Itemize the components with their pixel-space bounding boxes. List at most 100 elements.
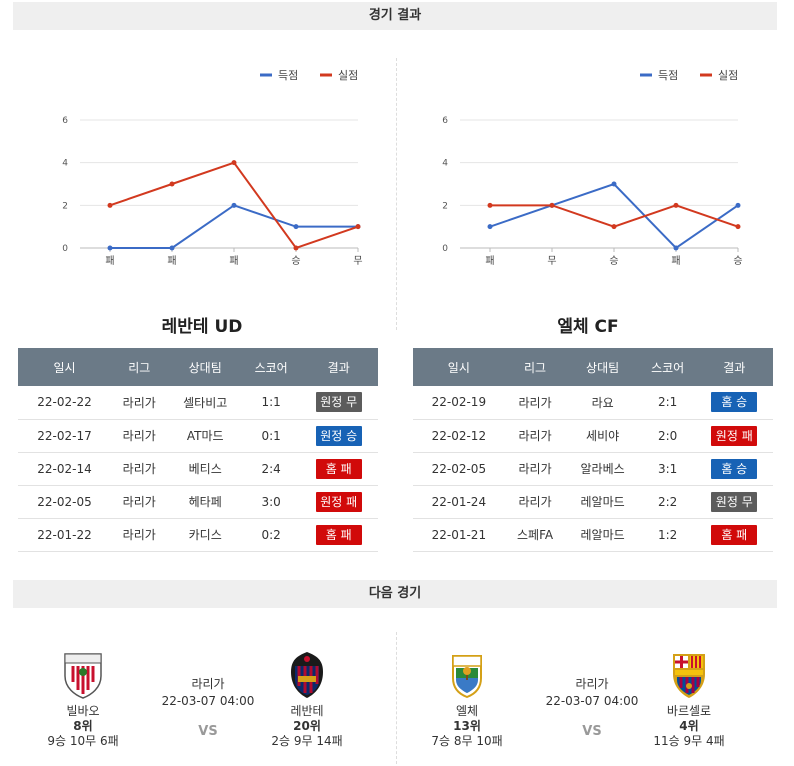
cell-date: 22-02-05 [18, 485, 111, 519]
cell-league: 라리가 [110, 386, 168, 420]
team-name: 바르셀로 [666, 704, 712, 718]
legend-label: 득점 [658, 69, 678, 82]
y-tick-label: 6 [442, 116, 448, 126]
cell-league: 라리가 [504, 386, 566, 420]
data-point [611, 224, 617, 230]
cell-date: 22-02-14 [18, 452, 111, 486]
vs-label: VS [198, 724, 218, 739]
x-tick-label: 무 [547, 256, 556, 267]
data-point [735, 202, 741, 208]
x-tick-label: 무 [353, 256, 362, 267]
table-row: 22-01-24 라리가 레알마드 2:2 원정 무 [413, 485, 773, 519]
team-record: 11승 9무 4패 [653, 734, 725, 748]
col-date: 일시 [413, 348, 505, 386]
x-tick-label: 패 [671, 255, 680, 267]
result-badge: 홈 패 [315, 524, 362, 545]
next-section-title: 다음 경기 [368, 586, 422, 601]
data-point [355, 224, 361, 230]
cell-opponent: 세비야 [565, 419, 640, 453]
x-tick-label: 패 [229, 255, 238, 267]
results-section-header: 경기 결과 [13, 2, 777, 30]
team-rank: 8위 [73, 719, 93, 733]
away-team[interactable]: 레반테 20위 2승 9무 14패 [267, 650, 347, 748]
series-line-conceded [490, 204, 739, 228]
result-badge: 원정 무 [315, 392, 362, 413]
col-opponent: 상대팀 [167, 348, 243, 386]
table-row: 22-02-12 라리가 세비야 2:0 원정 패 [413, 419, 773, 453]
x-tick-label: 패 [105, 255, 114, 267]
barcelona-crest-icon [667, 650, 711, 700]
home-team[interactable]: 빌바오 8위 9승 10무 6패 [43, 650, 123, 748]
team-rank: 13위 [453, 719, 481, 733]
col-result: 결과 [695, 348, 773, 386]
away-team[interactable]: 바르셀로 4위 11승 9무 4패 [649, 650, 729, 748]
match-info: 라리가 22-03-07 04:00 [537, 676, 647, 710]
cell-result: 원정 패 [695, 419, 773, 453]
next-section-header: 다음 경기 [13, 580, 777, 608]
col-date: 일시 [18, 348, 111, 386]
table-row: 22-02-05 라리가 알라베스 3:1 홈 승 [413, 452, 773, 486]
team-record: 7승 8무 10패 [431, 734, 503, 748]
cell-date: 22-02-19 [413, 386, 505, 420]
y-tick-label: 6 [62, 116, 68, 126]
legend-label: 실점 [338, 69, 358, 82]
data-point [611, 181, 617, 187]
chart-levante-svg: 득점 실점 0 2 4 6 패 패 패 승 무 [62, 69, 362, 267]
data-point [549, 202, 555, 208]
athletic-club-crest-icon [61, 650, 105, 700]
vs-label: VS [582, 724, 602, 739]
cell-league: 라리가 [110, 419, 168, 453]
cell-score: 0:1 [242, 419, 300, 453]
cell-opponent: 레알마드 [565, 485, 640, 519]
cell-league: 라리가 [110, 485, 168, 519]
team-title-elche: 엘체 CF [557, 317, 619, 337]
x-tick-label: 패 [485, 255, 494, 267]
chart-elche: 득점 실점 0 2 4 6 패 무 승 패 승 [420, 60, 780, 280]
series-line-scored [489, 182, 739, 250]
data-point [169, 245, 175, 251]
cell-score: 2:1 [639, 386, 696, 420]
cell-date: 22-02-17 [18, 419, 111, 453]
cell-result: 원정 무 [299, 386, 378, 420]
cell-score: 2:0 [639, 419, 696, 453]
chart-elche-svg: 득점 실점 0 2 4 6 패 무 승 패 승 [442, 69, 742, 267]
cell-league: 라리가 [504, 419, 566, 453]
col-score: 스코어 [639, 348, 696, 386]
data-point [293, 224, 299, 230]
cell-score: 0:2 [242, 518, 300, 552]
table-row: 22-02-14 라리가 베티스 2:4 홈 패 [18, 452, 378, 486]
cell-opponent: 라요 [565, 386, 640, 420]
team-name: 빌바오 [66, 704, 100, 718]
home-team[interactable]: 엘체 13위 7승 8무 10패 [427, 650, 507, 748]
cell-league: 라리가 [110, 518, 168, 552]
legend-label: 득점 [278, 69, 298, 82]
team-title-levante: 레반테 UD [161, 317, 243, 337]
cell-score: 1:1 [242, 386, 300, 420]
cell-result: 홈 패 [695, 518, 773, 552]
data-point [673, 202, 679, 208]
results-table-elche: 일시 리그 상대팀 스코어 결과 22-02-19 라리가 라요 2:1 홈 승 22-0… [413, 348, 773, 552]
team-record: 9승 10무 6패 [47, 734, 119, 748]
x-tick-label: 승 [609, 255, 618, 267]
data-point [231, 160, 237, 166]
team-rank: 4위 [679, 719, 699, 733]
match-info: 라리가 22-03-07 04:00 [153, 676, 263, 710]
cell-league: 스페FA [504, 518, 566, 552]
cell-opponent: 베티스 [167, 452, 243, 486]
cell-result: 원정 승 [299, 419, 378, 453]
result-badge: 원정 패 [711, 425, 758, 446]
result-badge: 홈 승 [711, 458, 758, 479]
table-row: 22-01-21 스페FA 레알마드 1:2 홈 패 [413, 518, 773, 552]
col-result: 결과 [299, 348, 378, 386]
data-point [169, 181, 175, 187]
chart-legend: 득점 실점 [640, 69, 738, 82]
chart-levante: 득점 실점 0 2 4 6 패 패 패 승 무 [40, 60, 400, 280]
data-point [107, 202, 113, 208]
result-badge: 홈 승 [711, 392, 758, 413]
cell-date: 22-02-05 [413, 452, 505, 486]
cell-opponent: 알라베스 [565, 452, 640, 486]
table-row: 22-01-22 라리가 카디스 0:2 홈 패 [18, 518, 378, 552]
cell-result: 홈 승 [695, 386, 773, 420]
cell-date: 22-02-12 [413, 419, 505, 453]
table-header-row: 일시 리그 상대팀 스코어 결과 [18, 348, 378, 386]
